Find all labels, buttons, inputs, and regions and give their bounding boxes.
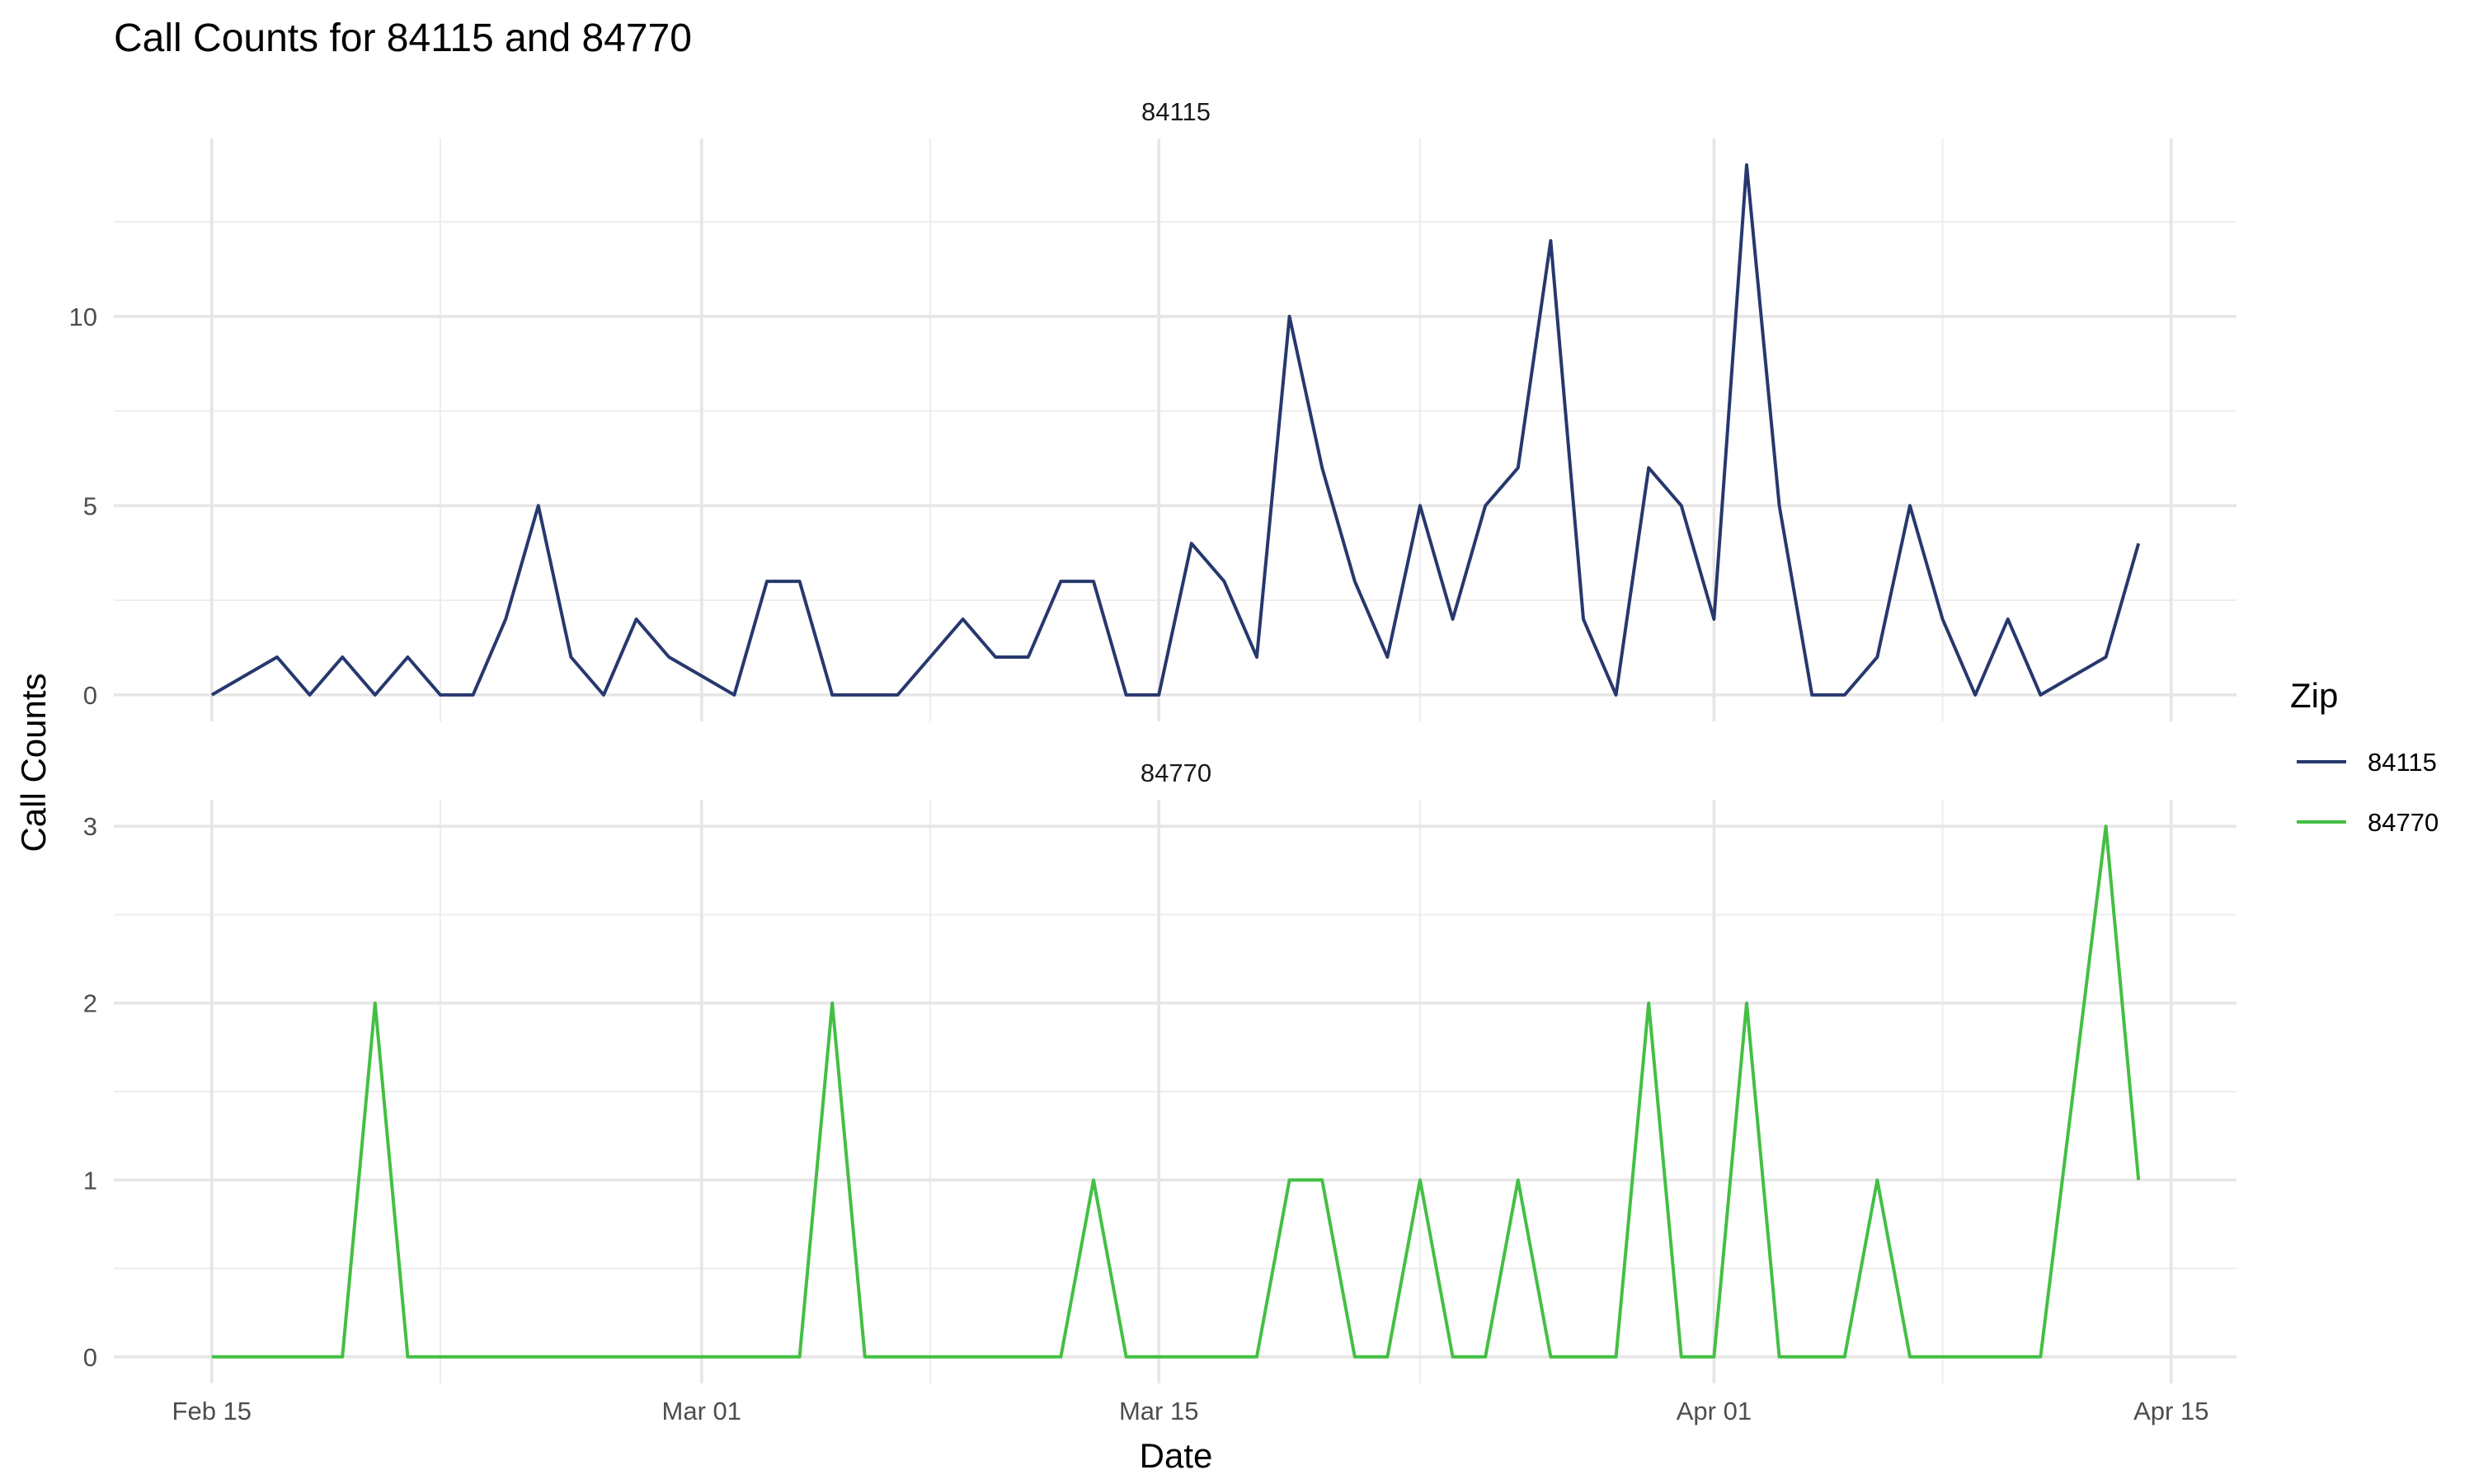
legend-items: 84115 84770 (2297, 748, 2439, 837)
panel-84770-y-ticks: 0 1 2 3 (83, 812, 97, 1372)
panel-84115-series (210, 163, 2141, 697)
series-line-84115 (210, 163, 2141, 697)
panel-84770-minor-grid (114, 800, 2236, 1383)
panel-84115: 84115 0 5 10 (69, 97, 2236, 721)
y-tick-label: 5 (83, 491, 97, 520)
legend-label-84115: 84115 (2368, 748, 2437, 777)
panel-84770: 84770 0 1 2 3 (83, 758, 2236, 1383)
y-tick-label: 0 (83, 681, 97, 710)
legend-label-84770: 84770 (2368, 808, 2439, 837)
y-tick-label: 0 (83, 1343, 97, 1372)
panel-84770-strip-label: 84770 (1141, 758, 1211, 787)
chart-title: Call Counts for 84115 and 84770 (114, 16, 692, 60)
x-tick-label: Apr 15 (2133, 1397, 2208, 1425)
x-axis-title: Date (1140, 1436, 1213, 1475)
y-tick-label: 3 (83, 812, 97, 841)
panel-84770-series (211, 824, 2141, 1359)
x-axis-ticks: Feb 15 Mar 01 Mar 15 Apr 01 Apr 15 (172, 1397, 2209, 1425)
panel-84115-major-grid (114, 139, 2236, 721)
legend-title: Zip (2290, 676, 2338, 715)
panel-84115-y-ticks: 0 5 10 (69, 303, 97, 710)
x-tick-label: Mar 15 (1119, 1397, 1198, 1425)
x-tick-label: Feb 15 (172, 1397, 252, 1425)
legend: Zip 84115 84770 (2290, 676, 2439, 837)
y-axis-title: Call Counts (14, 673, 53, 852)
y-tick-label: 10 (69, 303, 97, 331)
x-tick-label: Mar 01 (662, 1397, 741, 1425)
y-tick-label: 1 (83, 1166, 97, 1195)
x-tick-label: Apr 01 (1677, 1397, 1752, 1425)
panel-84770-major-grid (114, 800, 2236, 1383)
y-tick-label: 2 (83, 989, 97, 1018)
panel-84115-strip-label: 84115 (1141, 97, 1211, 126)
series-line-84770 (211, 824, 2141, 1359)
panel-84115-minor-grid (114, 139, 2236, 721)
